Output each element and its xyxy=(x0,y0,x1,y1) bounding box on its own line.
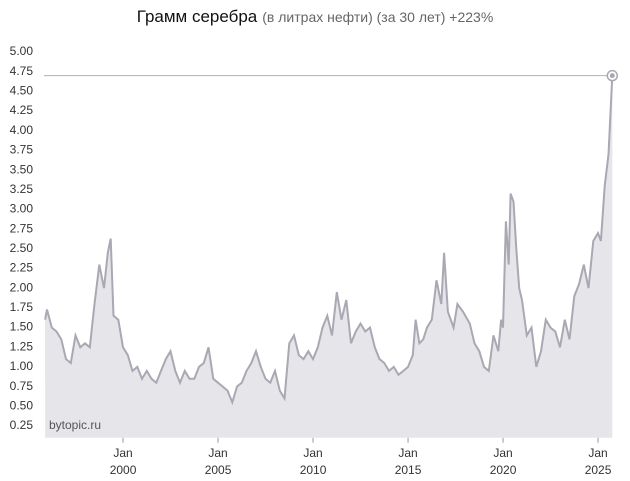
y-tick-label: 4.25 xyxy=(10,103,34,117)
x-tick-label: 2005 xyxy=(205,463,232,477)
y-tick-label: 3.75 xyxy=(10,143,34,157)
y-tick-label: 4.00 xyxy=(10,123,34,137)
x-tick-label: 2000 xyxy=(110,463,137,477)
x-tick-month: Jan xyxy=(588,446,607,460)
y-tick-label: 2.00 xyxy=(10,280,34,294)
y-tick-label: 3.25 xyxy=(10,182,34,196)
y-tick-label: 5.00 xyxy=(10,44,34,58)
x-tick-month: Jan xyxy=(398,446,417,460)
x-tick-label: 2010 xyxy=(300,463,327,477)
y-tick-label: 0.25 xyxy=(10,418,34,432)
y-tick-label: 2.25 xyxy=(10,261,34,275)
chart-subtitle: (в литрах нефти) (за 30 лет) +223% xyxy=(262,9,493,25)
y-tick-label: 2.50 xyxy=(10,241,34,255)
y-tick-label: 3.50 xyxy=(10,162,34,176)
x-tick-label: 2025 xyxy=(585,463,612,477)
y-tick-label: 1.50 xyxy=(10,320,34,334)
area xyxy=(45,75,613,438)
chart-heading: Грамм серебра (в литрах нефти) (за 30 лет… xyxy=(137,7,494,26)
y-tick-label: 0.75 xyxy=(10,379,34,393)
watermark: bytopic.ru xyxy=(49,418,101,432)
x-tick-month: Jan xyxy=(113,446,132,460)
y-tick-label: 1.00 xyxy=(10,359,34,373)
line xyxy=(44,75,614,406)
y-tick-label: 2.75 xyxy=(10,221,34,235)
x-tick-month: Jan xyxy=(303,446,322,460)
x-tick-label: 2015 xyxy=(395,463,422,477)
chart-title: Грамм серебра xyxy=(137,7,258,26)
last-point-dot xyxy=(609,73,615,79)
y-tick-label: 3.00 xyxy=(10,202,34,216)
y-tick-label: 4.75 xyxy=(10,64,34,78)
y-tick-label: 4.50 xyxy=(10,84,34,98)
x-tick-month: Jan xyxy=(493,446,512,460)
x-tick-label: 2020 xyxy=(490,463,517,477)
x-tick-month: Jan xyxy=(208,446,227,460)
y-tick-label: 0.50 xyxy=(10,398,34,412)
y-tick-label: 1.25 xyxy=(10,339,34,353)
y-tick-label: 1.75 xyxy=(10,300,34,314)
